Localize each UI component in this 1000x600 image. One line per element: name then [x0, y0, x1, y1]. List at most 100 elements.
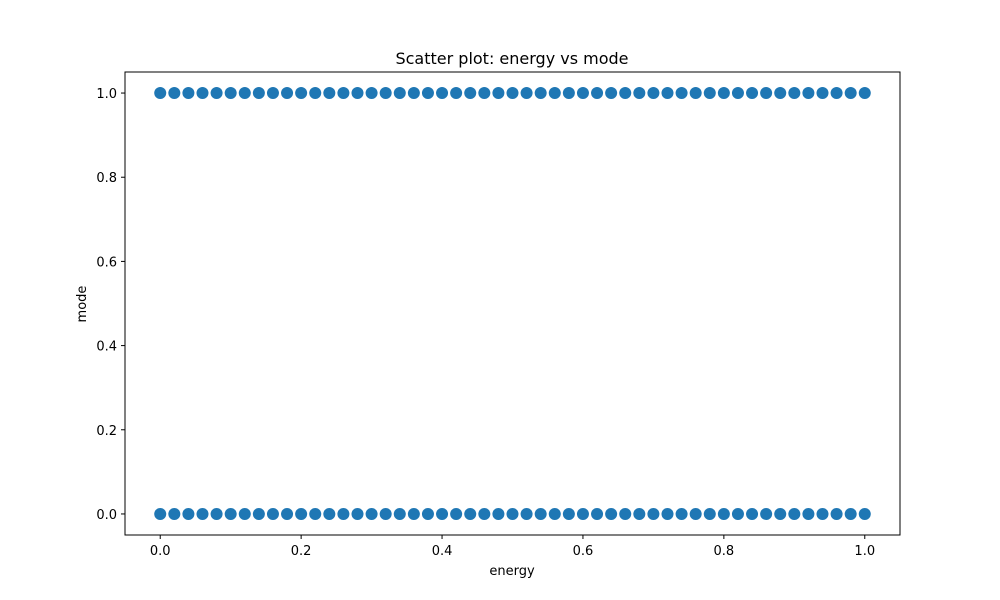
scatter-point [281, 87, 294, 100]
scatter-point [534, 507, 547, 520]
scatter-point [576, 87, 589, 100]
data-points [154, 87, 871, 520]
scatter-point [295, 507, 308, 520]
scatter-point [562, 87, 575, 100]
scatter-point [196, 87, 209, 100]
scatter-point [788, 87, 801, 100]
scatter-point [619, 507, 632, 520]
scatter-point [816, 507, 829, 520]
x-tick-label: 0.2 [291, 544, 312, 559]
scatter-point [816, 87, 829, 100]
scatter-point [351, 507, 364, 520]
scatter-point [238, 507, 251, 520]
y-axis-label: mode [75, 286, 90, 323]
scatter-point [746, 87, 759, 100]
y-axis-ticks: 0.0 0.2 0.4 0.6 0.8 1.0 [96, 87, 125, 523]
scatter-point [605, 507, 618, 520]
scatter-point [534, 87, 547, 100]
x-tick-label: 1.0 [854, 544, 875, 559]
scatter-point [661, 87, 674, 100]
scatter-point [478, 87, 491, 100]
scatter-point [858, 507, 871, 520]
scatter-point [393, 87, 406, 100]
scatter-point [675, 87, 688, 100]
scatter-point [830, 507, 843, 520]
scatter-point [591, 507, 604, 520]
scatter-point [731, 87, 744, 100]
scatter-point [182, 507, 195, 520]
scatter-point [154, 87, 167, 100]
scatter-point [492, 87, 505, 100]
scatter-point [788, 507, 801, 520]
scatter-point [182, 87, 195, 100]
y-tick-label: 0.6 [96, 255, 117, 270]
scatter-point [252, 87, 265, 100]
scatter-point [802, 507, 815, 520]
scatter-point [337, 507, 350, 520]
x-axis-label: energy [489, 564, 535, 579]
scatter-point [210, 87, 223, 100]
scatter-point [238, 87, 251, 100]
scatter-point [717, 87, 730, 100]
scatter-point [717, 507, 730, 520]
scatter-point [844, 507, 857, 520]
scatter-point [731, 507, 744, 520]
scatter-point [196, 507, 209, 520]
scatter-point [210, 507, 223, 520]
scatter-point [802, 87, 815, 100]
scatter-point [450, 87, 463, 100]
scatter-point [703, 87, 716, 100]
y-tick-label: 1.0 [96, 87, 117, 102]
scatter-point [703, 507, 716, 520]
scatter-point [224, 507, 237, 520]
scatter-point [689, 87, 702, 100]
scatter-point [421, 507, 434, 520]
y-tick-label: 0.8 [96, 171, 117, 186]
scatter-point [478, 507, 491, 520]
scatter-point [450, 507, 463, 520]
scatter-point [323, 507, 336, 520]
scatter-point [436, 507, 449, 520]
scatter-point [365, 87, 378, 100]
x-tick-label: 0.6 [573, 544, 594, 559]
scatter-point [168, 507, 181, 520]
scatter-point [858, 87, 871, 100]
scatter-point [168, 87, 181, 100]
scatter-point [337, 87, 350, 100]
scatter-point [548, 87, 561, 100]
scatter-point [154, 507, 167, 520]
scatter-point [421, 87, 434, 100]
scatter-point [309, 507, 322, 520]
scatter-point [591, 87, 604, 100]
scatter-point [436, 87, 449, 100]
scatter-point [365, 507, 378, 520]
scatter-point [605, 87, 618, 100]
plot-frame [124, 71, 901, 536]
scatter-point [619, 87, 632, 100]
scatter-point [774, 507, 787, 520]
y-tick-label: 0.2 [96, 424, 117, 439]
scatter-point [520, 87, 533, 100]
scatter-point [830, 87, 843, 100]
scatter-point [464, 87, 477, 100]
scatter-point [224, 87, 237, 100]
scatter-point [393, 507, 406, 520]
x-tick-label: 0.4 [432, 544, 453, 559]
scatter-point [647, 507, 660, 520]
scatter-point [323, 87, 336, 100]
scatter-point [548, 507, 561, 520]
scatter-point [407, 87, 420, 100]
scatter-point [464, 507, 477, 520]
scatter-point [774, 87, 787, 100]
scatter-point [492, 507, 505, 520]
scatter-point [760, 87, 773, 100]
scatter-point [266, 87, 279, 100]
scatter-point [506, 507, 519, 520]
scatter-point [407, 507, 420, 520]
scatter-point [562, 507, 575, 520]
x-axis-ticks: 0.0 0.2 0.4 0.6 0.8 1.0 [150, 535, 875, 559]
scatter-point [689, 507, 702, 520]
scatter-point [675, 507, 688, 520]
x-tick-label: 0.8 [714, 544, 735, 559]
scatter-point [252, 507, 265, 520]
